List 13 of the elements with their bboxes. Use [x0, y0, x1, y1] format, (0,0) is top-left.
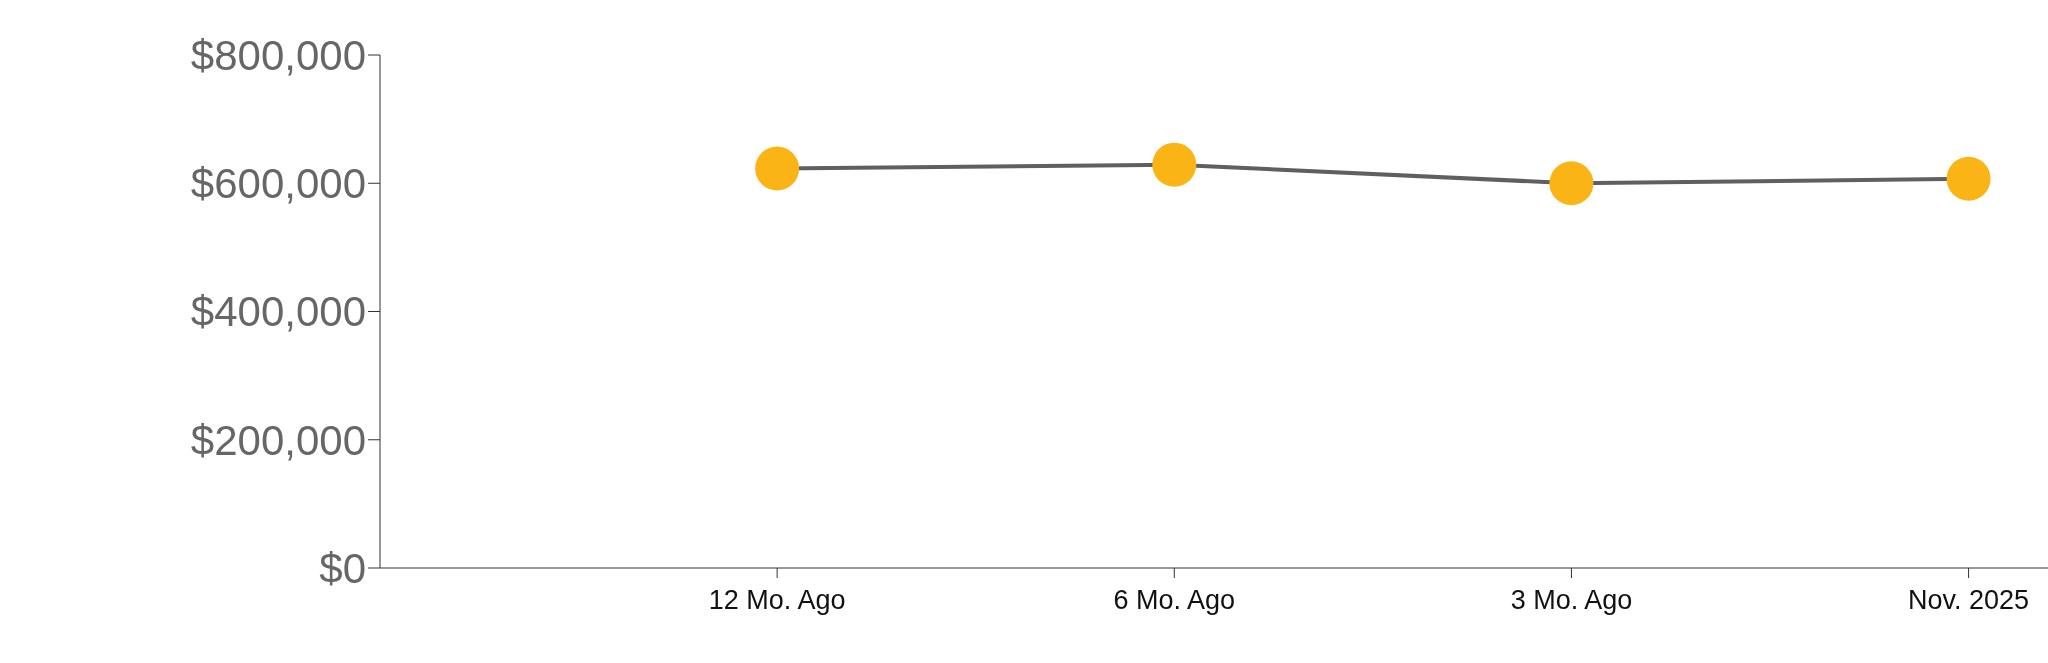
- point: [755, 146, 800, 191]
- x-tick-label: Nov. 2025: [1908, 585, 2030, 616]
- y-tick-label: $0: [319, 544, 366, 592]
- y-tick-label: $800,000: [190, 31, 366, 79]
- x-tick-label: 3 Mo. Ago: [1510, 585, 1633, 616]
- y-tick-label: $400,000: [190, 288, 366, 336]
- point: [1152, 142, 1197, 187]
- x-tick-label: 6 Mo. Ago: [1113, 585, 1236, 616]
- y-tick-label: $200,000: [190, 416, 366, 464]
- point: [1946, 156, 1991, 201]
- y-tick-label: $600,000: [190, 160, 366, 208]
- point: [1549, 161, 1594, 206]
- x-tick-label: 12 Mo. Ago: [708, 585, 846, 616]
